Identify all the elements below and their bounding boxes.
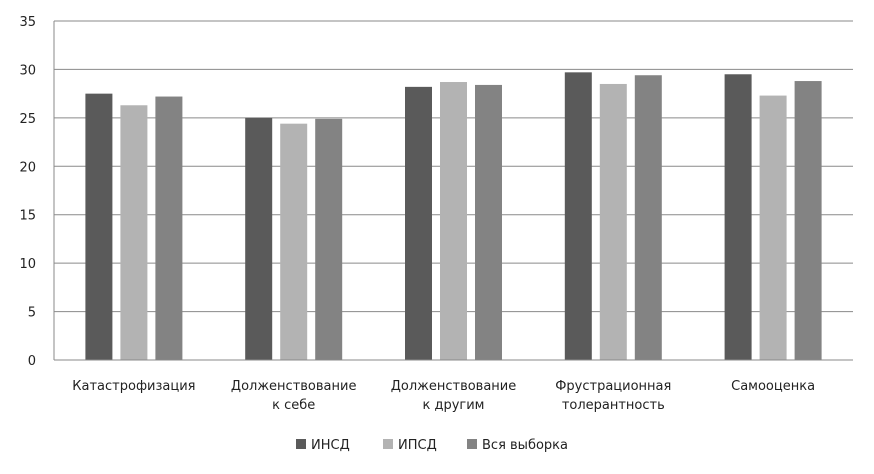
legend-swatch (467, 439, 477, 449)
x-tick-label: Долженствование к другим (391, 379, 517, 413)
legend: ИНСД ИПСД Вся выборка (296, 438, 568, 453)
x-tick-label: Фрустрационная толерантность (555, 379, 671, 413)
bar (280, 123, 308, 360)
legend-label: ИНСД (311, 438, 350, 453)
legend-swatch (296, 439, 306, 449)
y-tick-label: 30 (19, 63, 36, 78)
bar (564, 72, 592, 360)
bar (599, 83, 627, 360)
bar (315, 118, 343, 360)
bar (155, 96, 183, 360)
legend-swatch (383, 439, 393, 449)
x-tick-label: Самооценка (731, 379, 815, 394)
bar (245, 117, 273, 360)
bar (759, 95, 787, 360)
bar (120, 105, 148, 360)
y-tick-label: 15 (19, 209, 36, 224)
x-axis-labels: Катастрофизация Долженствование к себе Долж… (72, 379, 815, 413)
x-tick-label: Долженствование к себе (231, 379, 357, 413)
y-tick-label: 25 (19, 112, 36, 127)
bar (405, 86, 432, 360)
bar (440, 82, 467, 361)
bars (54, 72, 853, 361)
y-tick-label: 10 (19, 257, 36, 272)
bar (724, 74, 752, 361)
bar (634, 75, 662, 361)
y-tick-label: 5 (28, 306, 36, 321)
bar (475, 84, 502, 360)
x-tick-label: Катастрофизация (72, 379, 195, 394)
y-tick-label: 35 (19, 15, 36, 30)
bar (85, 93, 113, 361)
y-tick-label: 0 (28, 354, 36, 369)
legend-label: Вся выборка (482, 438, 568, 453)
bar (794, 81, 822, 361)
y-axis-ticks: 0 5 10 15 20 25 30 35 (19, 15, 36, 369)
y-tick-label: 20 (19, 160, 36, 175)
legend-label: ИПСД (398, 438, 437, 453)
